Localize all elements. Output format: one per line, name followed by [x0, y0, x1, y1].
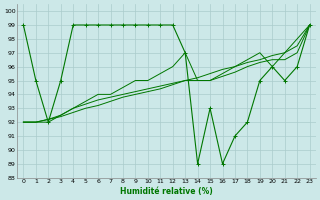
X-axis label: Humidité relative (%): Humidité relative (%) — [120, 187, 213, 196]
